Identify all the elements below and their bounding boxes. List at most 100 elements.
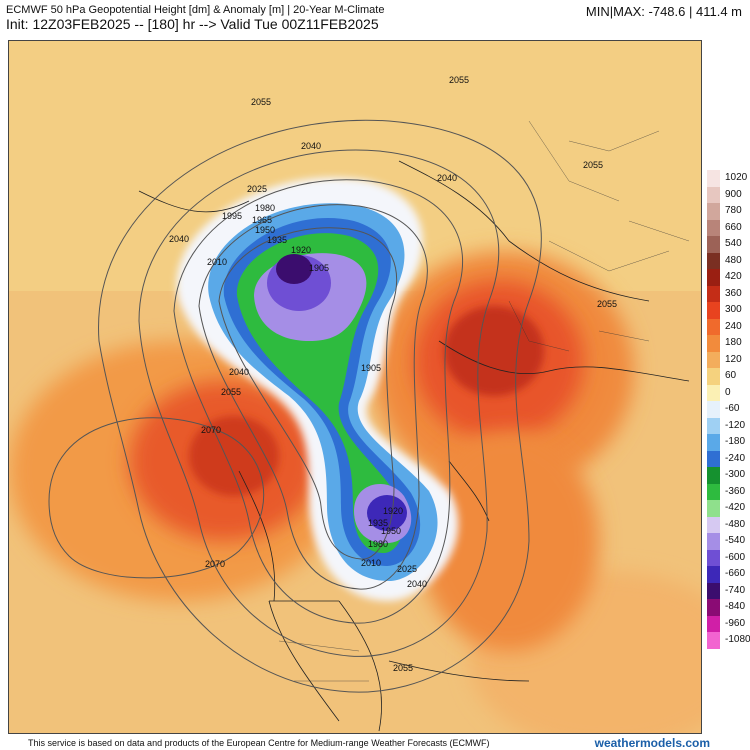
- colorbar-swatch: [707, 335, 720, 352]
- contour-label: 2040: [407, 579, 427, 589]
- colorbar-swatch: [707, 450, 720, 467]
- contour-label: 2055: [449, 75, 469, 85]
- colorbar-label: 0: [725, 386, 731, 398]
- header: ECMWF 50 hPa Geopotential Height [dm] & …: [0, 0, 750, 34]
- colorbar-label: -60: [725, 403, 740, 414]
- colorbar-swatch: [707, 434, 720, 451]
- attribution-text: This service is based on data and produc…: [28, 738, 490, 748]
- colorbar-label: 180: [725, 337, 742, 348]
- contour-label: 1935: [368, 518, 388, 528]
- colorbar-label: 480: [725, 254, 742, 266]
- colorbar-label: -600: [725, 551, 746, 563]
- colorbar-label: -540: [725, 535, 746, 546]
- colorbar-label: 540: [725, 238, 742, 249]
- contour-label: 2040: [437, 173, 457, 183]
- colorbar-label: 420: [725, 271, 742, 282]
- colorbar-label: -480: [725, 518, 746, 530]
- colorbar-swatch: [707, 368, 720, 385]
- colorbar-label: -300: [725, 469, 746, 480]
- borders: [278, 120, 690, 682]
- contour-labels: 2055 2055 2040 2040 2025 1995 1980 1965 …: [169, 75, 617, 673]
- colorbar-swatch: [707, 483, 720, 500]
- colorbar-swatch: [707, 533, 720, 550]
- colorbar-label: -420: [725, 502, 746, 513]
- init-valid-time: Init: 12Z03FEB2025 -- [180] hr --> Valid…: [6, 16, 379, 32]
- colorbar-swatch: [707, 219, 720, 236]
- contour-label: 1995: [222, 211, 242, 221]
- colorbar-label: 780: [725, 205, 742, 216]
- colorbar-label: -740: [725, 584, 746, 596]
- colorbar-swatch: [707, 236, 720, 253]
- colorbar-swatch: [707, 516, 720, 533]
- contour-label: 1905: [361, 363, 381, 373]
- colorbar-label: 660: [725, 221, 742, 233]
- colorbar-swatch: [707, 632, 720, 649]
- polar-vortex-anomaly: [176, 177, 459, 601]
- colorbar-label: -240: [725, 452, 746, 464]
- contour-label: 2010: [361, 558, 381, 568]
- contour-label: 1980: [368, 539, 388, 549]
- warm-anomaly-north-pacific: [9, 341, 349, 601]
- contour-label: 2025: [397, 564, 417, 574]
- contour-label: 2010: [207, 257, 227, 267]
- contour-label: 2055: [221, 387, 241, 397]
- coastlines: [138, 160, 690, 732]
- contour-label: 2070: [201, 425, 221, 435]
- colorbar-label: -960: [725, 617, 746, 629]
- contour-label: 1950: [255, 225, 275, 235]
- colorbar-swatch: [707, 170, 720, 187]
- colorbar-label: 1020: [725, 172, 748, 183]
- contour-label: 2070: [205, 559, 225, 569]
- contour-label: 1920: [383, 506, 403, 516]
- chart-title: ECMWF 50 hPa Geopotential Height [dm] & …: [6, 4, 385, 16]
- contour-label: 2055: [251, 97, 271, 107]
- colorbar-label: -660: [725, 568, 746, 579]
- contour-label: 2055: [597, 299, 617, 309]
- contour-label: 1905: [309, 263, 329, 273]
- colorbar-swatch: [707, 384, 720, 401]
- colorbar-label: 240: [725, 320, 742, 332]
- colorbar-label: 360: [725, 287, 742, 299]
- colorbar-label: 120: [725, 353, 742, 365]
- contour-label: 2040: [301, 141, 321, 151]
- colorbar-swatch: [707, 318, 720, 335]
- anomaly-colorbar: 1020 900 780 660 540 480 420 360 300 240 180 120 60 0…: [707, 170, 750, 650]
- warm-anomaly-atlantic: [419, 431, 599, 651]
- footer: This service is based on data and produc…: [0, 736, 750, 750]
- brand-logo: weathermodels.com: [594, 736, 710, 750]
- colorbar-swatch: [707, 203, 720, 220]
- colorbar-swatch: [707, 302, 720, 319]
- colorbar-swatch: [707, 252, 720, 269]
- contour-label: 2040: [229, 367, 249, 377]
- contour-label: 2040: [169, 234, 189, 244]
- colorbar-swatch: [707, 615, 720, 632]
- contour-label: 1920: [291, 245, 311, 255]
- contour-label: 2025: [247, 184, 267, 194]
- colorbar-label: -1080: [725, 634, 750, 645]
- colorbar-label: -840: [725, 601, 746, 612]
- colorbar-label: 60: [725, 370, 737, 381]
- colorbar-swatch: [707, 500, 720, 517]
- colorbar-swatch: [707, 269, 720, 286]
- colorbar-swatch: [707, 186, 720, 203]
- min-max-readout: MIN|MAX: -748.6 | 411.4 m: [585, 4, 742, 19]
- colorbar-label: -120: [725, 419, 746, 431]
- contour-label: 1965: [252, 215, 272, 225]
- polar-stereographic-map: 2055 2055 2040 2040 2025 1995 1980 1965 …: [9, 41, 701, 733]
- colorbar-swatch: [707, 285, 720, 302]
- colorbar-label: 900: [725, 188, 742, 200]
- colorbar-label: 300: [725, 304, 742, 315]
- contour-label: 2055: [583, 160, 603, 170]
- colorbar-swatch: [707, 582, 720, 599]
- colorbar-swatch: [707, 467, 720, 484]
- map-panel: 2055 2055 2040 2040 2025 1995 1980 1965 …: [8, 40, 702, 734]
- colorbar-swatch: [707, 566, 720, 583]
- colorbar-swatch: [707, 417, 720, 434]
- colorbar-swatch: [707, 401, 720, 418]
- contour-label: 1980: [255, 203, 275, 213]
- contour-label: 1935: [267, 235, 287, 245]
- contour-label: 1950: [381, 526, 401, 536]
- colorbar-label: -180: [725, 436, 746, 447]
- colorbar-label: -360: [725, 485, 746, 497]
- contour-label: 2055: [393, 663, 413, 673]
